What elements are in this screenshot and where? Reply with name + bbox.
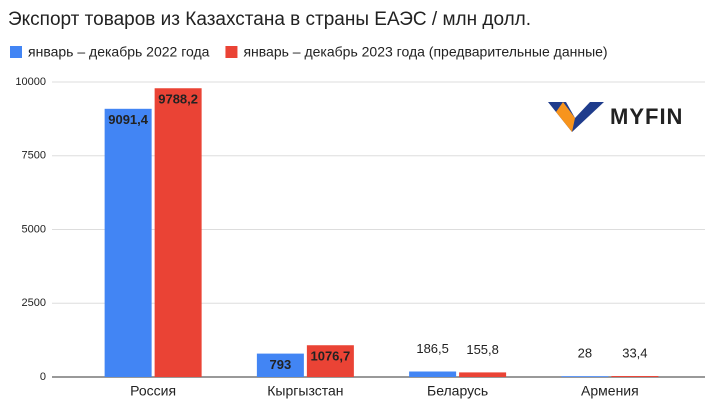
y-tick-label: 2500 [22, 297, 46, 309]
y-tick-label: 7500 [22, 150, 46, 162]
logo-mark-accent [556, 102, 575, 132]
bar [561, 376, 609, 377]
value-label: 9091,4 [108, 112, 149, 127]
value-label: 9788,2 [158, 92, 198, 107]
legend-swatch [10, 46, 22, 58]
y-tick-label: 10000 [15, 76, 46, 88]
x-tick-label: Россия [130, 383, 176, 399]
logo: MYFIN [548, 102, 683, 132]
legend-swatch [225, 46, 238, 58]
x-tick-label: Армения [581, 383, 639, 399]
legend-label: январь – декабрь 2023 года (предваритель… [243, 44, 607, 60]
bar [256, 353, 304, 377]
legend-label: январь – декабрь 2022 года [28, 44, 210, 60]
value-label: 1076,7 [310, 349, 350, 364]
y-tick-label: 5000 [22, 223, 46, 235]
value-label: 155,8 [466, 342, 499, 357]
x-tick-label: Беларусь [427, 383, 488, 399]
bar [459, 372, 507, 377]
bar [611, 376, 659, 377]
value-label: 186,5 [416, 341, 449, 356]
value-label: 33,4 [622, 345, 647, 360]
logo-mark [548, 102, 604, 132]
value-label: 793 [270, 357, 292, 372]
value-label: 28 [578, 346, 592, 361]
bar [306, 345, 354, 377]
bar [104, 108, 152, 377]
logo-text: MYFIN [610, 104, 683, 129]
chart-title: Экспорт товаров из Казахстана в страны Е… [8, 9, 531, 30]
x-tick-label: Кыргызстан [267, 383, 343, 399]
bar [409, 371, 457, 377]
y-tick-label: 0 [40, 371, 46, 383]
bar [154, 88, 202, 377]
